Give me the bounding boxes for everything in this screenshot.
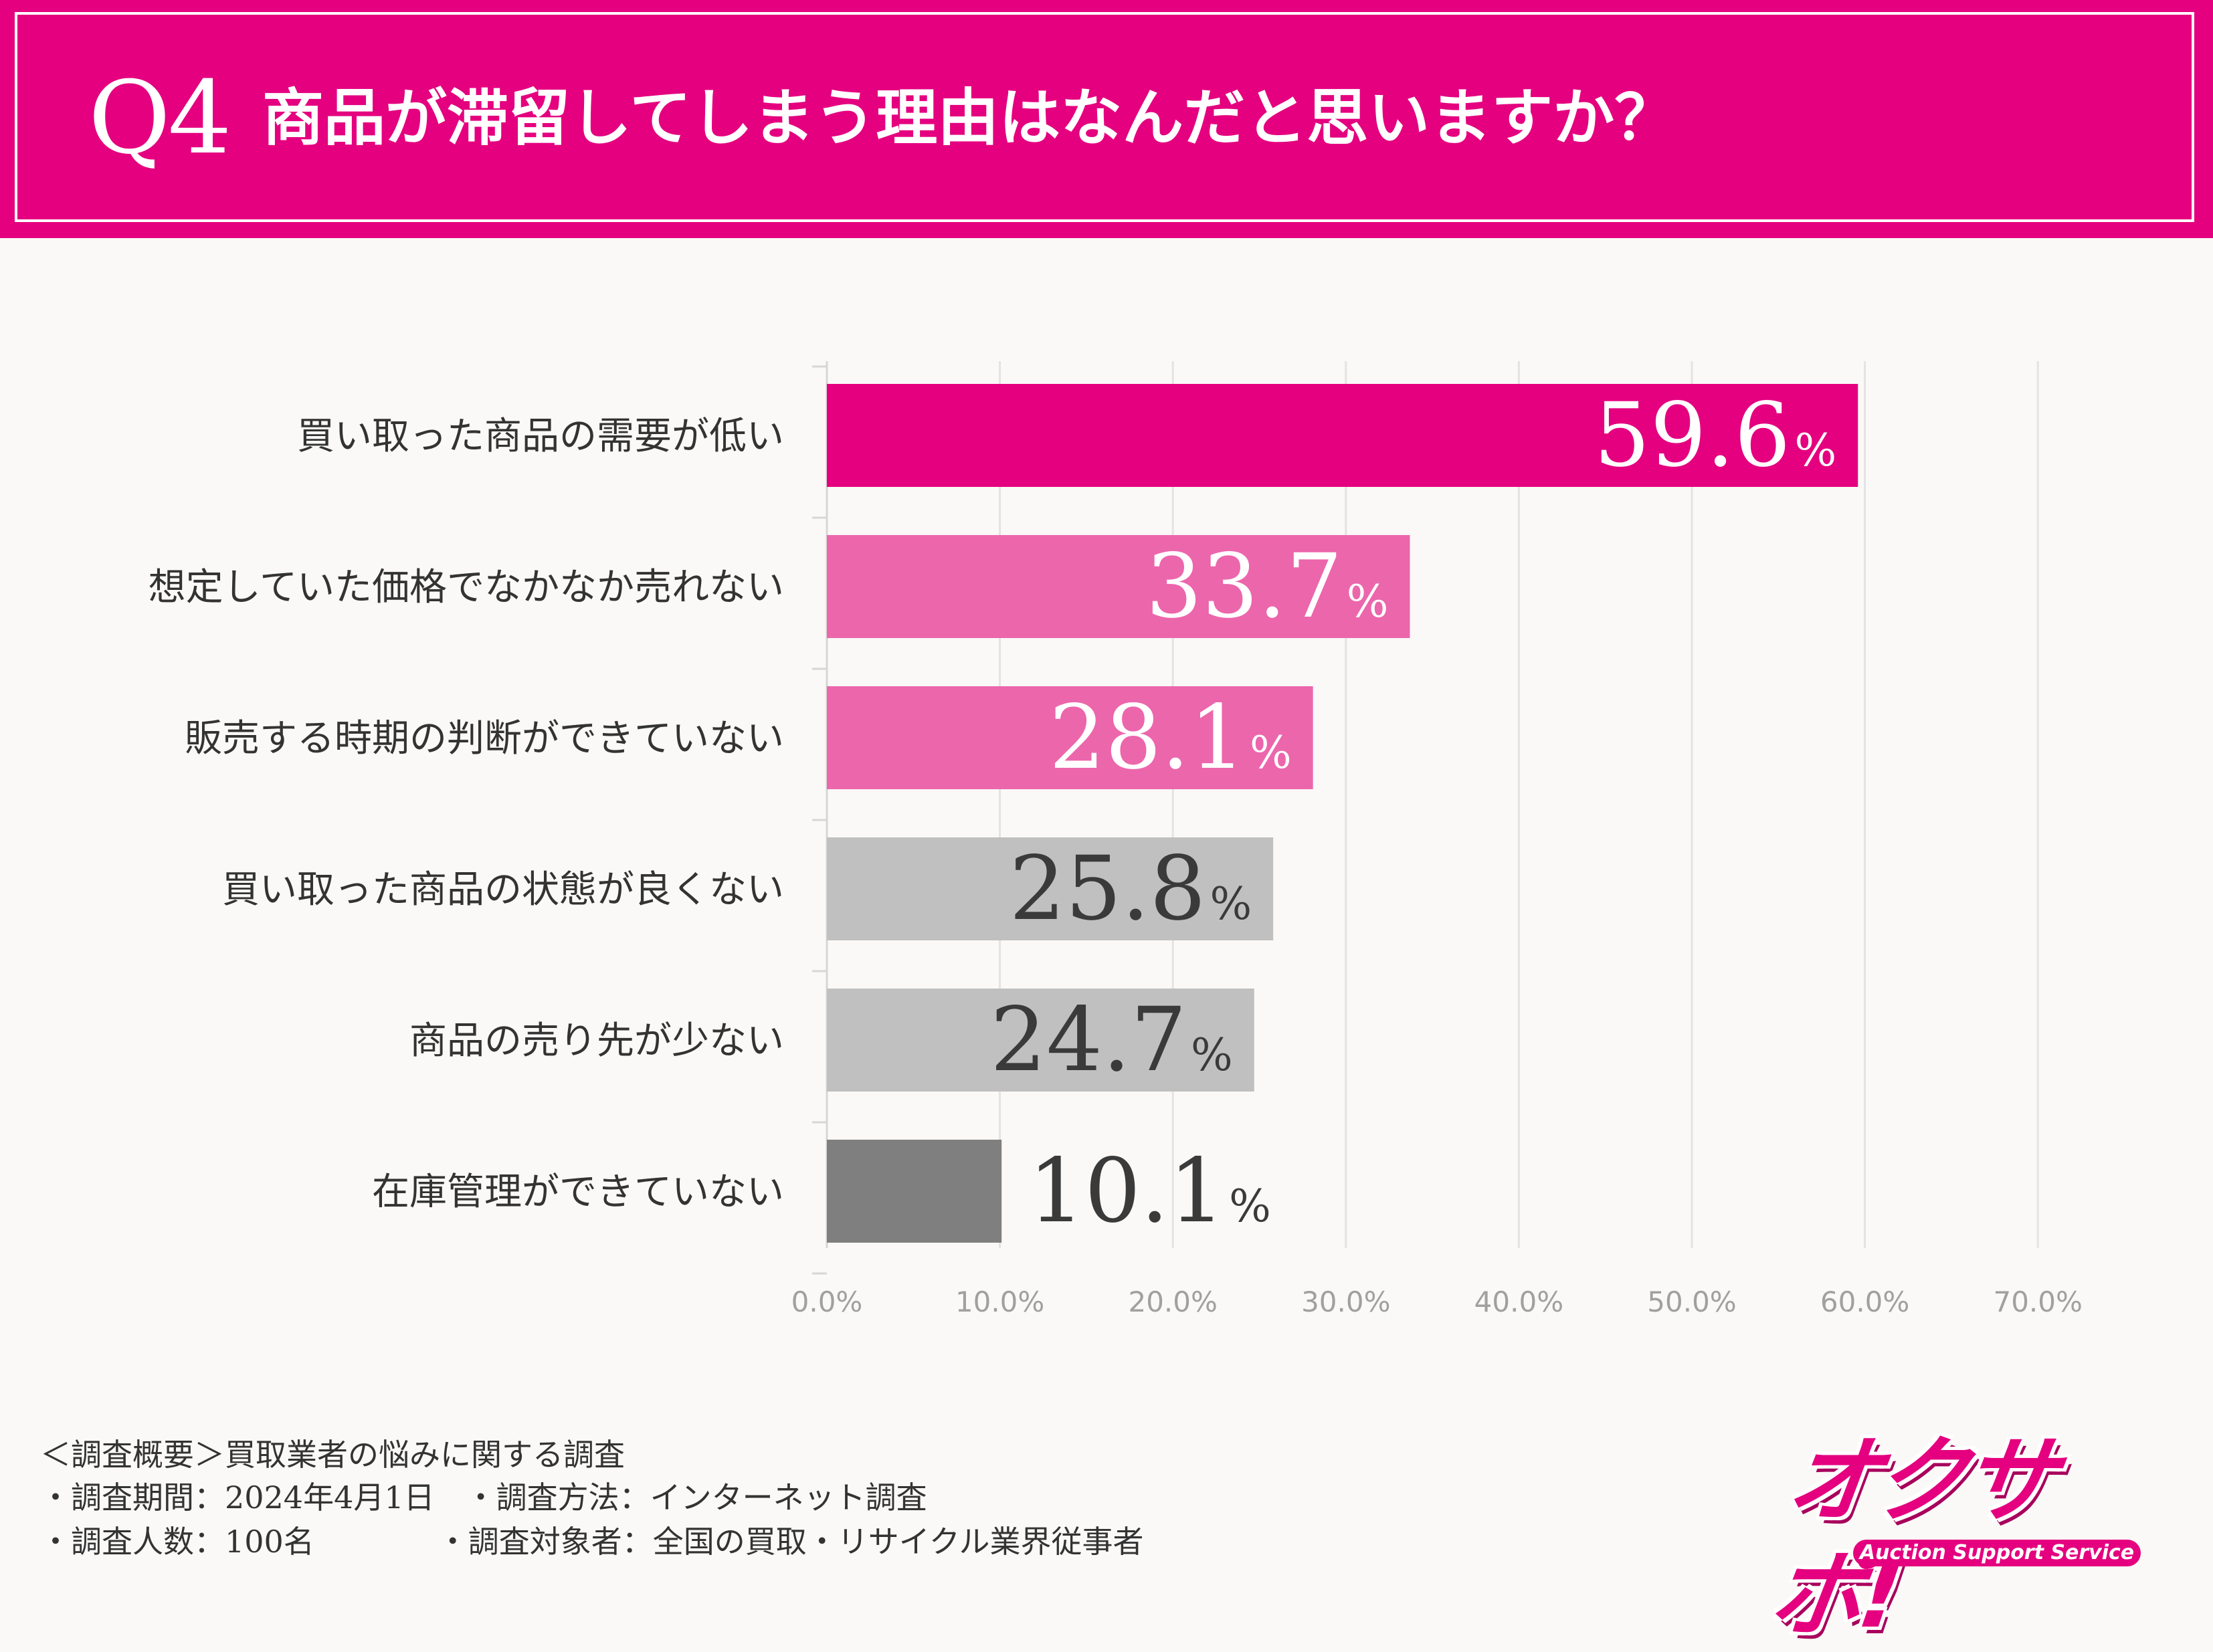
data-label: 33.7% [1146,535,1389,638]
bar [827,384,1858,487]
category-label: 買い取った商品の状態が良くない [222,868,784,912]
x-tick-label: 20.0% [1128,1285,1217,1318]
data-label: 24.7% [990,989,1233,1092]
survey-overview: ＜調査概要＞買取業者の悩みに関する調査 [40,1437,625,1473]
x-tick-label: 0.0% [791,1285,863,1318]
logo-text: オクサポ! [1763,1427,2058,1649]
x-tick-label: 50.0% [1647,1285,1736,1318]
x-tick-label: 60.0% [1820,1285,1909,1318]
logo-subtitle: Auction Support Service [1853,1540,2141,1566]
category-label: 商品の売り先が少ない [409,1019,784,1063]
data-label: 10.1% [1028,1140,1271,1243]
brand-logo: オクサポ! Auction Support Service [1764,1425,2168,1649]
bar [827,535,1410,638]
header-frame [15,12,2194,222]
x-tick-label: 10.0% [955,1285,1044,1318]
bar [827,686,1313,789]
bar [827,989,1254,1092]
category-label: 想定していた価格でなかなか売れない [149,566,784,609]
bar [827,837,1274,940]
survey-count-target: ・調査人数：100名 ・調査対象者：全国の買取・リサイクル業界従事者 [40,1524,1144,1560]
x-tick-label: 70.0% [1993,1285,2082,1318]
x-tick-label: 40.0% [1474,1285,1563,1318]
question-number: Q4 [88,60,231,177]
bar [827,1140,1002,1243]
bar-chart: 買い取った商品の需要が低い 59.6% 想定していた価格でなかなか売れない 33.7%… [149,361,2083,1318]
category-label: 買い取った商品の需要が低い [297,415,784,458]
question-title: 商品が滞留してしまう理由はなんだと思いますか？ [262,82,1676,154]
category-label: 販売する時期の判断ができていない [185,717,784,760]
category-label: 在庫管理ができていない [372,1170,784,1214]
data-label: 28.1% [1049,686,1292,789]
data-label: 59.6% [1594,384,1837,487]
survey-period-method: ・調査期間：2024年4月1日 ・調査方法：インターネット調査 [40,1479,927,1516]
header-banner: Q4 商品が滞留してしまう理由はなんだと思いますか？ [0,0,2213,238]
data-label: 25.8% [1009,837,1252,940]
x-tick-label: 30.0% [1301,1285,1390,1318]
